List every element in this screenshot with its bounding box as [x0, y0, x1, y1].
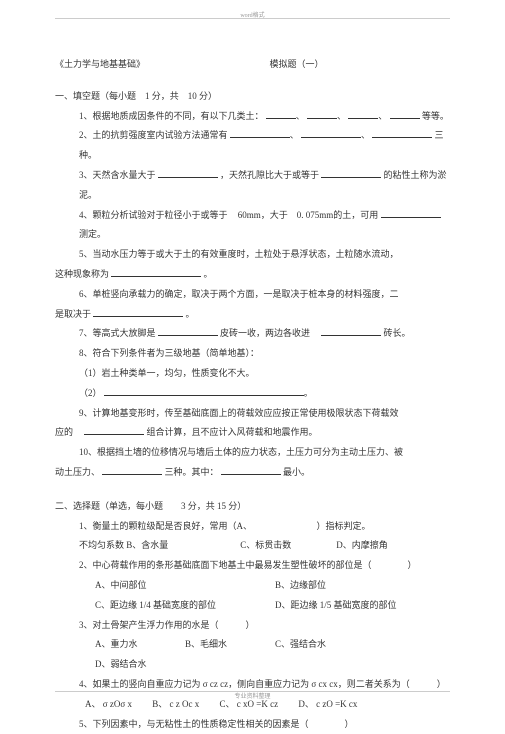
q2-3c: C、强结合水: [275, 635, 355, 655]
q1-5c: 。: [204, 269, 213, 279]
optA: A、: [85, 699, 101, 709]
sub: cz: [270, 699, 278, 709]
q1-7c: 砖长。: [384, 328, 411, 338]
blank: [390, 109, 420, 119]
q1-2-text: 2、土的抗剪强度室内试验方法通常有: [79, 130, 228, 140]
q1-6b: 是取决于 。: [55, 305, 450, 325]
q1-9c: 组合计算，且不应计入风荷载和地震作用。: [147, 427, 318, 437]
blank: [111, 267, 201, 277]
q1-6b-text: 是取决于: [55, 309, 91, 319]
footer-mark: 专业资料整理: [234, 691, 270, 704]
q1-9b: 应的 组合计算，且不应计入风荷载和地震作用。: [55, 423, 450, 443]
q1-6: 6、单桩竖向承载力的确定，取决于两个方面，一是取决于桩本身的材料强度，二: [79, 285, 450, 305]
q1-7a: 7、等高式大放脚是: [79, 328, 156, 338]
eq: =K: [335, 699, 347, 709]
q1-10b: 动土压力、 三种。其中： 最小。: [55, 463, 450, 483]
q2-4b: cz，侧向自重应力记为: [220, 679, 309, 689]
sigma-expr: c zO: [316, 699, 333, 709]
q1-5b-text: 这种现象称为: [55, 269, 109, 279]
q1-1: 1、根据地质成因条件的不同，有以下几类土： 、 、 、 等等。: [79, 107, 450, 127]
optC: C、: [219, 699, 234, 709]
q1-4b: 60mm，大于 0. 075mm的土，可用: [238, 210, 379, 220]
q2-1-text: 1、衡量土的颗粒级配是否良好，常用（A、: [79, 521, 254, 531]
q1-1-text: 1、根据地质成因条件的不同，有以下几类土：: [79, 111, 264, 121]
q2-2c: C、距边缘 1/4 基础宽度的部位: [95, 596, 265, 616]
q1-10: 10、根据挡土墙的位移情况与墙后土体的应力状态，土压力可分为主动土压力、被: [79, 443, 450, 463]
q2-2: 2、中心荷载作用的条形基础底面下地基土中最易发生塑性破坏的部位是（ ）: [79, 556, 450, 576]
optD: D、: [298, 699, 314, 709]
q2-3: 3、对土骨架产生浮力作用的水是（ ）: [79, 616, 450, 636]
q1-1-tail: 等等。: [422, 111, 449, 121]
blank: [301, 128, 361, 138]
blank: [230, 128, 290, 138]
q2-5: 5、下列因素中，与无粘性土的性质稳定性相关的因素是（ ）: [79, 715, 450, 734]
page-content: 《土力学与地基基础》 模拟题（一） 一、填空题（每小题 1 分，共 10 分） …: [55, 55, 450, 734]
q1-8b: （2） 。: [79, 384, 450, 404]
q2-3a: A、重力水: [95, 635, 175, 655]
q1-6c: 。: [186, 309, 195, 319]
blank: [321, 168, 381, 178]
q1-4a: 4、颗粒分析试验对于粒径小于或等于: [79, 210, 228, 220]
header-mark: word格式: [240, 10, 264, 23]
blank: [307, 109, 337, 119]
q1-2: 2、土的抗剪强度室内试验方法通常有 、 、 三种。: [79, 126, 450, 166]
blank: [102, 465, 162, 475]
blank: [104, 386, 304, 396]
q1-4c: 测定。: [79, 229, 106, 239]
sigma-icon: σ: [203, 679, 208, 689]
q1-5: 5、当动水压力等于或大于土的有效重度时，土粒处于悬浮状态，土粒随水流动，: [79, 245, 450, 265]
blank: [158, 168, 218, 178]
q1-4: 4、颗粒分析试验对于粒径小于或等于 60mm，大于 0. 075mm的土，可用 …: [79, 206, 450, 246]
q1-10b-text: 动土压力、: [55, 467, 100, 477]
section-2-heading: 二、选择题（单选，每小题 3 分，共 15 分）: [55, 497, 450, 517]
sub-cx: cx: [318, 679, 327, 689]
q2-2b: B、边缘部位: [275, 576, 375, 596]
q1-3a: 3、天然含水量大于: [79, 170, 156, 180]
q1-7: 7、等高式大放脚是 皮砖一收，两边各收进 砖长。: [79, 324, 450, 344]
q2-2d: D、距边缘 1/5 基础宽度的部位: [275, 596, 397, 616]
blank: [266, 109, 296, 119]
q1-10d: 最小。: [283, 467, 310, 477]
top-divider: [55, 18, 450, 19]
q2-2-row2: C、距边缘 1/4 基础宽度的部位 D、距边缘 1/5 基础宽度的部位: [95, 596, 450, 616]
q2-3-row: A、重力水 B、毛细水 C、强结合水 D、弱结合水: [95, 635, 450, 675]
q2-3d: D、弱结合水: [95, 655, 175, 675]
q1-9: 9、计算地基变形时，传至基础底面上的荷载效应应按正常使用极限状态下荷载效: [79, 404, 450, 424]
q2-1b: ）指标判定。: [317, 521, 371, 531]
blank: [84, 425, 144, 435]
q2-4a: 4、如果土的竖向自重应力记为: [79, 679, 201, 689]
blank: [158, 326, 218, 336]
q2-2a: A、中间部位: [95, 576, 265, 596]
sigma-expr: σ zOσ x: [103, 699, 132, 709]
book-title: 《土力学与地基基础》: [55, 59, 145, 69]
q1-8: 8、符合下列条件者为三级地基（简单地基）：: [79, 344, 450, 364]
blank: [321, 326, 381, 336]
sigma-icon: σ: [311, 679, 316, 689]
q1-8a: （1）岩土种类单一，均匀，性质变化不大。: [79, 364, 450, 384]
q1-10c: 三种。其中：: [165, 467, 219, 477]
blank: [372, 128, 432, 138]
blank: [93, 307, 183, 317]
sigma-expr: c z Oc x: [169, 699, 199, 709]
optB: B、: [152, 699, 167, 709]
q1-8b-text: （2）: [79, 388, 102, 398]
sub-cz: cz: [210, 679, 218, 689]
blank: [381, 208, 441, 218]
q1-3b: ，天然孔隙比大于或等于: [220, 170, 319, 180]
q2-1-opts: 不均匀系数 B、含水量 C、标贯击数 D、内摩擦角: [79, 536, 450, 556]
q2-3b: B、毛细水: [185, 635, 265, 655]
q1-5b: 这种现象称为 。: [55, 265, 450, 285]
sub: cx: [349, 699, 358, 709]
blank: [221, 465, 281, 475]
q2-4c: cx，则二者关系为（ ）: [329, 679, 446, 689]
q2-2-row1: A、中间部位 B、边缘部位: [95, 576, 450, 596]
exam-title: 模拟题（一）: [270, 59, 324, 69]
blank: [348, 109, 378, 119]
section-1-heading: 一、填空题（每小题 1 分，共 10 分）: [55, 87, 450, 107]
q1-3: 3、天然含水量大于 ，天然孔隙比大于或等于 的粘性土称为淤泥。: [79, 166, 450, 206]
q2-1: 1、衡量土的颗粒级配是否良好，常用（A、 ）指标判定。: [79, 517, 450, 537]
q1-9b-text: 应的: [55, 427, 73, 437]
q1-7b: 皮砖一收，两边各收进: [220, 328, 310, 338]
title-row: 《土力学与地基基础》 模拟题（一）: [55, 55, 450, 75]
